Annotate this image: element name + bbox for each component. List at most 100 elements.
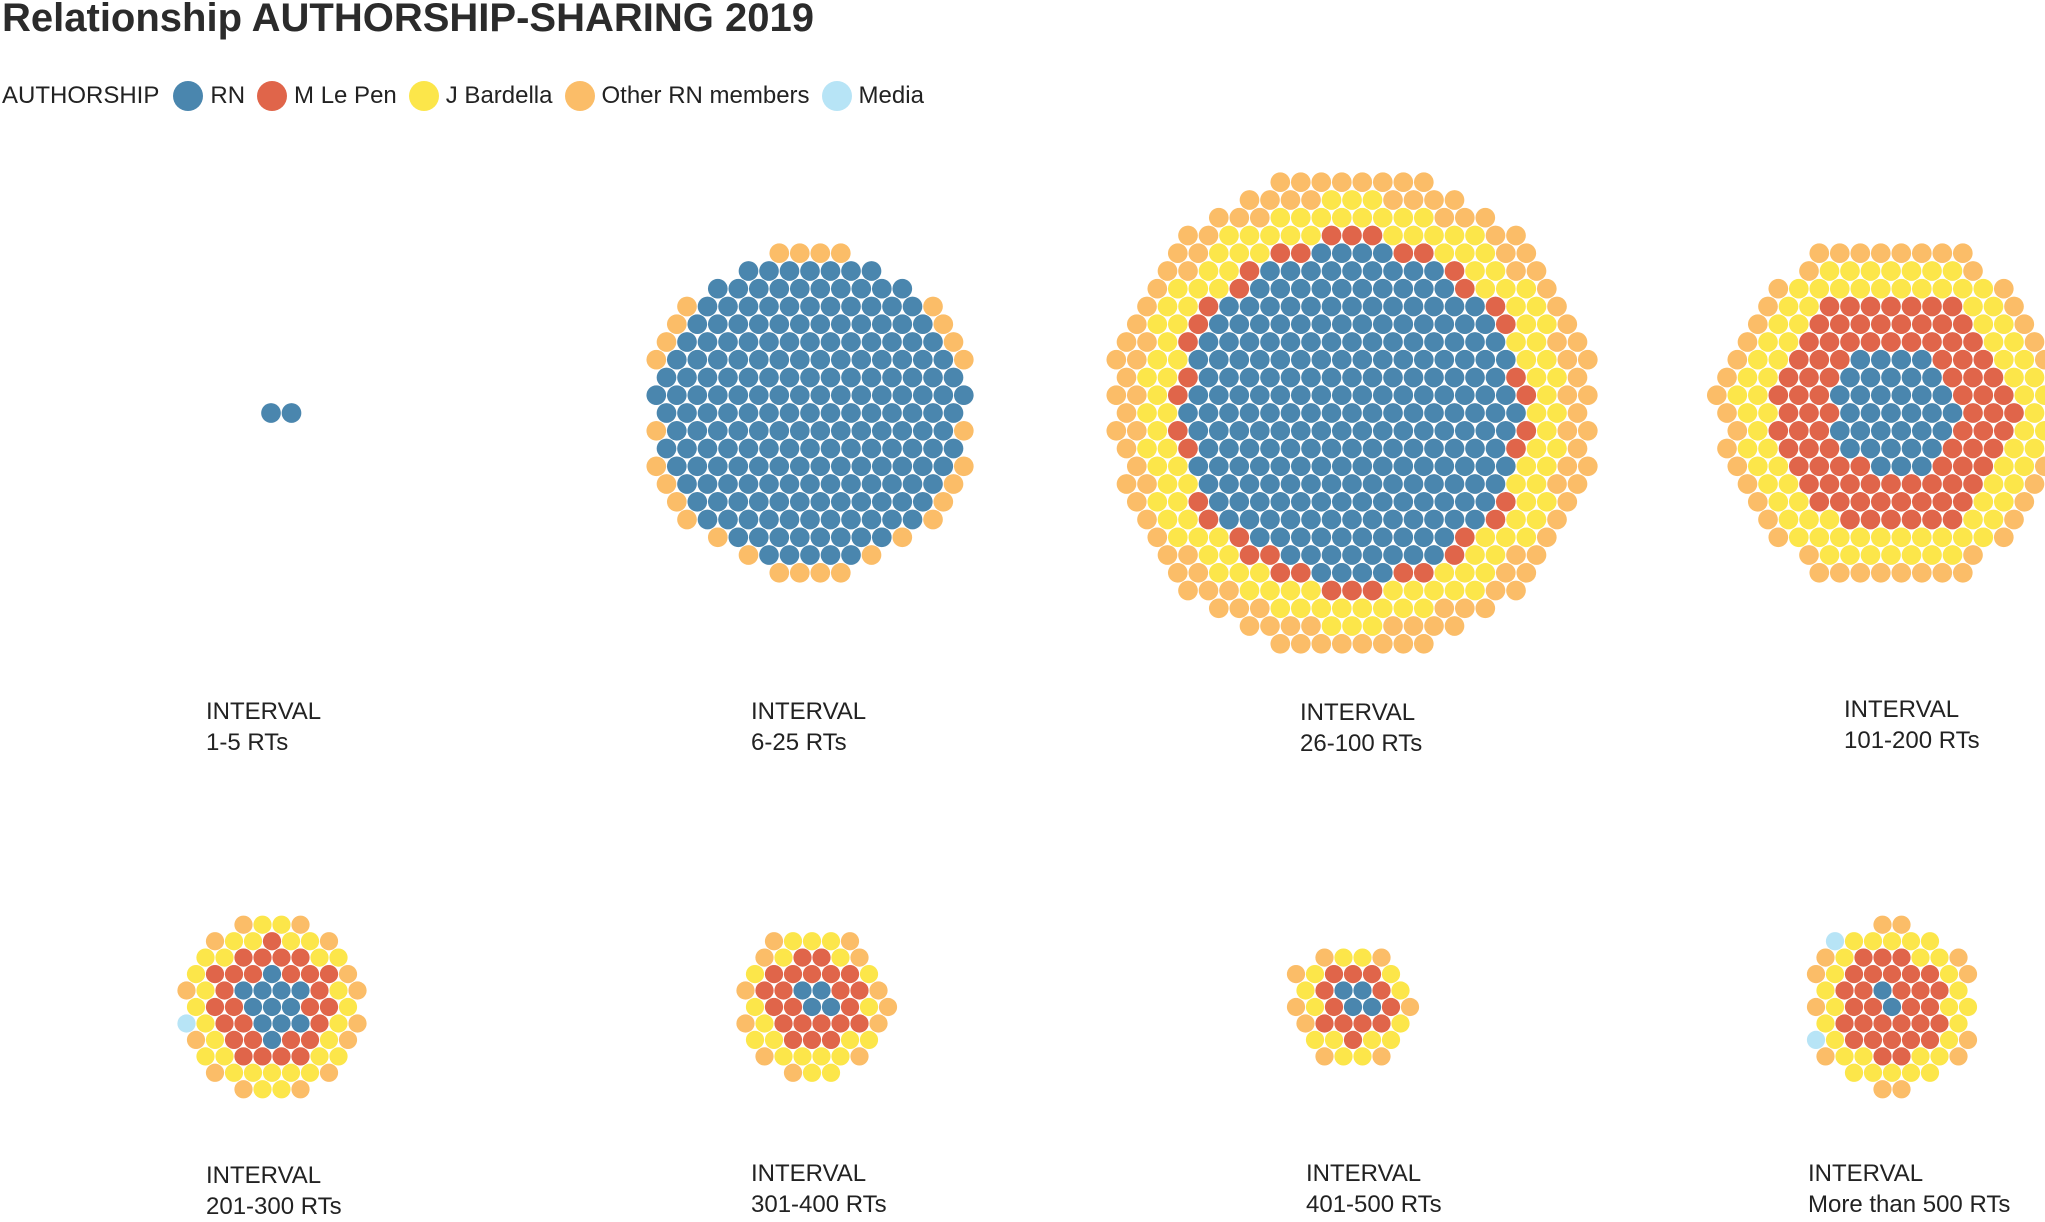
dot-rn	[1444, 332, 1465, 352]
dot-j-bardella	[1219, 261, 1239, 281]
dot-j-bardella	[1260, 225, 1280, 246]
dot-rn	[1331, 456, 1352, 477]
dot-other-rn-members	[1567, 474, 1588, 494]
dot-rn	[1311, 349, 1332, 370]
dot-j-bardella	[1383, 225, 1403, 246]
dot-rn	[1942, 403, 1963, 423]
dot-m-le-pen	[1873, 948, 1892, 967]
dot-m-le-pen	[1819, 474, 1840, 494]
dot-rn	[1198, 367, 1219, 388]
dot-j-bardella	[1536, 456, 1557, 477]
dot-rn	[697, 438, 718, 459]
dot-rn	[1424, 474, 1444, 494]
dot-rn	[1922, 438, 1942, 459]
dot-m-le-pen	[1952, 420, 1973, 441]
dot-other-rn-members	[1126, 456, 1147, 477]
dot-rn	[1239, 438, 1260, 459]
dot-rn	[697, 474, 718, 494]
dot-rn	[1413, 349, 1434, 370]
dot-j-bardella	[1901, 261, 1922, 281]
dot-rn	[656, 367, 677, 388]
dot-j-bardella	[793, 1047, 812, 1066]
panel-heading: INTERVAL	[1306, 1160, 1422, 1187]
dot-rn	[1321, 545, 1342, 565]
dot-other-rn-members	[1829, 562, 1850, 583]
dot-j-bardella	[1816, 981, 1835, 1000]
dot-rn	[1911, 349, 1932, 370]
dot-rn	[1321, 332, 1342, 352]
dot-rn	[821, 997, 841, 1017]
dot-rn	[1260, 367, 1280, 388]
dot-other-rn-members	[1516, 562, 1537, 583]
dot-rn	[851, 527, 872, 548]
dot-m-le-pen	[1854, 948, 1873, 967]
dot-rn	[779, 545, 800, 565]
dot-m-le-pen	[291, 1047, 310, 1066]
dot-m-le-pen	[234, 1014, 253, 1033]
dot-m-le-pen	[1290, 562, 1311, 583]
dot-m-le-pen	[1973, 456, 1994, 477]
dot-j-bardella	[745, 997, 765, 1017]
dot-rn	[1362, 474, 1383, 494]
dot-m-le-pen	[1788, 420, 1809, 441]
dot-other-rn-members	[1891, 562, 1912, 583]
dot-rn	[262, 964, 282, 984]
dot-rn	[1352, 349, 1373, 370]
dot-rn	[1850, 349, 1871, 370]
dot-j-bardella	[1939, 964, 1959, 984]
dot-other-rn-members	[953, 349, 974, 370]
dot-rn	[1198, 332, 1219, 352]
dot-m-le-pen	[1485, 296, 1506, 317]
dot-m-le-pen	[1932, 491, 1953, 512]
dot-j-bardella	[1850, 278, 1871, 299]
dot-j-bardella	[329, 981, 348, 1000]
dot-rn	[1321, 403, 1342, 423]
dot-m-le-pen	[1239, 261, 1260, 281]
dot-m-le-pen	[1167, 420, 1188, 441]
dot-rn	[1434, 278, 1455, 299]
dot-j-bardella	[1952, 278, 1973, 299]
dot-j-bardella	[1454, 243, 1475, 264]
dot-rn	[272, 981, 291, 1000]
dot-j-bardella	[1840, 545, 1860, 565]
dot-other-rn-members	[1167, 562, 1188, 583]
dot-other-rn-members	[1768, 278, 1789, 299]
cluster-1-5-rts	[261, 403, 302, 423]
dot-j-bardella	[224, 1063, 244, 1082]
dot-m-le-pen	[1444, 545, 1465, 565]
dot-other-rn-members	[1506, 545, 1526, 565]
dot-other-rn-members	[1952, 562, 1973, 583]
dot-other-rn-members	[1557, 456, 1578, 477]
dot-m-le-pen	[1860, 296, 1881, 317]
dot-m-le-pen	[1930, 981, 1949, 1000]
dot-rn	[1444, 509, 1465, 530]
dot-rn	[871, 385, 892, 406]
dot-j-bardella	[1147, 349, 1168, 370]
dot-rn	[1352, 456, 1373, 477]
dot-j-bardella	[1844, 1063, 1864, 1082]
dot-rn	[1301, 438, 1321, 459]
dot-m-le-pen	[1778, 403, 1799, 423]
dot-rn	[291, 981, 310, 1000]
dot-j-bardella	[1208, 562, 1229, 583]
dot-other-rn-members	[810, 562, 831, 583]
dot-other-rn-members	[186, 1030, 206, 1050]
dot-rn	[882, 474, 902, 494]
dot-other-rn-members	[1116, 438, 1137, 459]
dot-m-le-pen	[1860, 509, 1881, 530]
dot-rn	[728, 385, 749, 406]
dot-j-bardella	[1167, 314, 1188, 335]
dot-rn	[871, 491, 892, 512]
dot-m-le-pen	[1167, 385, 1188, 406]
dot-m-le-pen	[1844, 964, 1864, 984]
dot-j-bardella	[821, 932, 841, 951]
dot-rn	[810, 349, 831, 370]
dot-m-le-pen	[1829, 349, 1850, 370]
dot-other-rn-members	[1747, 491, 1768, 512]
dot-j-bardella	[1147, 420, 1168, 441]
dot-other-rn-members	[1106, 385, 1127, 406]
dot-m-le-pen	[1901, 296, 1922, 317]
dot-rn	[902, 438, 923, 459]
dot-m-le-pen	[1334, 1014, 1353, 1033]
dot-j-bardella	[196, 948, 215, 967]
